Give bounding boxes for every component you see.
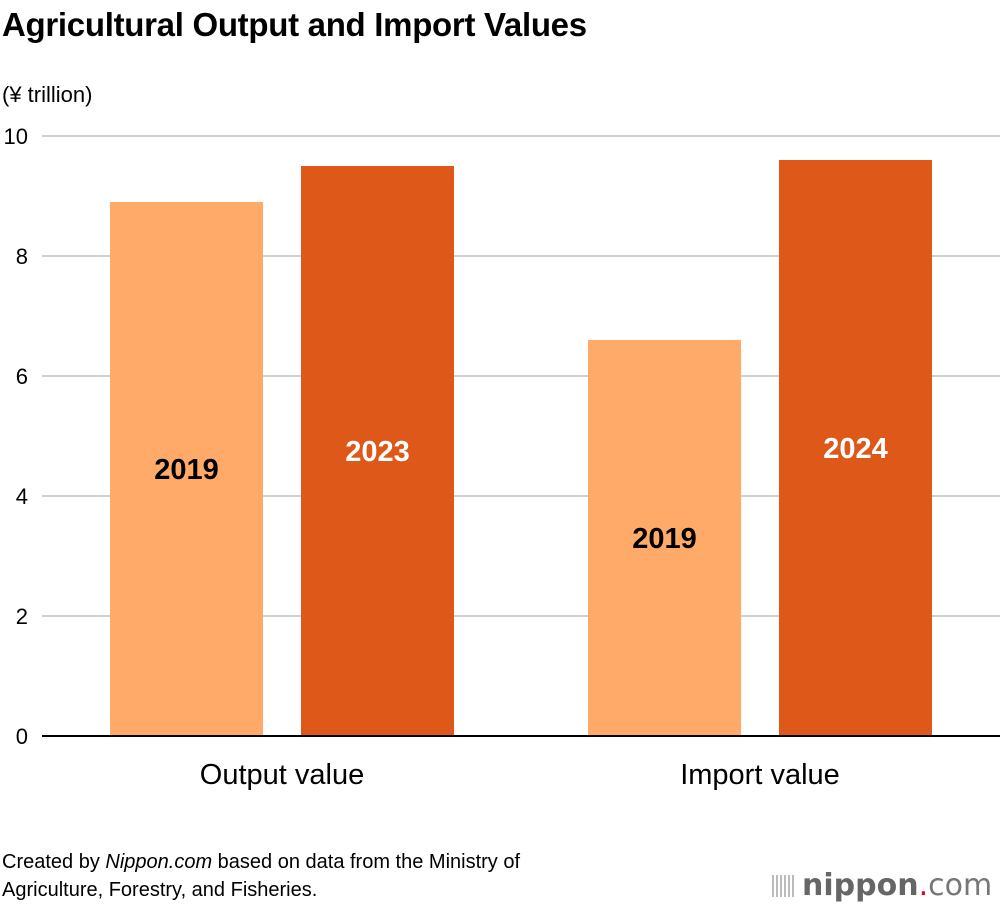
- y-axis-unit-label: (¥ trillion): [2, 82, 93, 107]
- bar: [779, 160, 932, 736]
- y-tick-label: 8: [16, 244, 28, 269]
- y-tick-label: 0: [16, 724, 28, 749]
- source-prefix: Created by: [2, 851, 106, 873]
- y-tick-label: 10: [4, 124, 28, 149]
- y-tick-label: 4: [16, 484, 28, 509]
- bar-label: 2023: [345, 436, 410, 468]
- bar-label: 2024: [823, 433, 888, 465]
- bar-chart: 0 2 4 6 8 10 2019 2023 Output value 2019 2024 Impor…: [4, 124, 1000, 791]
- source-note: Created by Nippon.com based on data from…: [2, 848, 520, 904]
- source-site: Nippon.com: [105, 851, 213, 873]
- x-category-label: Import value: [680, 759, 840, 791]
- bar: [110, 202, 263, 736]
- y-tick-label: 6: [16, 364, 28, 389]
- source-line2: Agriculture, Forestry, and Fisheries.: [2, 879, 318, 901]
- logo-bars-icon: [772, 875, 794, 897]
- chart-title: Agricultural Output and Import Values: [2, 6, 587, 43]
- bar: [588, 340, 741, 736]
- bar: [301, 166, 454, 736]
- bar-label: 2019: [632, 523, 697, 555]
- source-suffix: based on data from the Ministry of: [212, 851, 521, 873]
- y-tick-label: 2: [16, 604, 28, 629]
- nippon-logo: nippon.com: [772, 868, 992, 903]
- x-category-label: Output value: [200, 759, 364, 791]
- bar-label: 2019: [154, 454, 219, 486]
